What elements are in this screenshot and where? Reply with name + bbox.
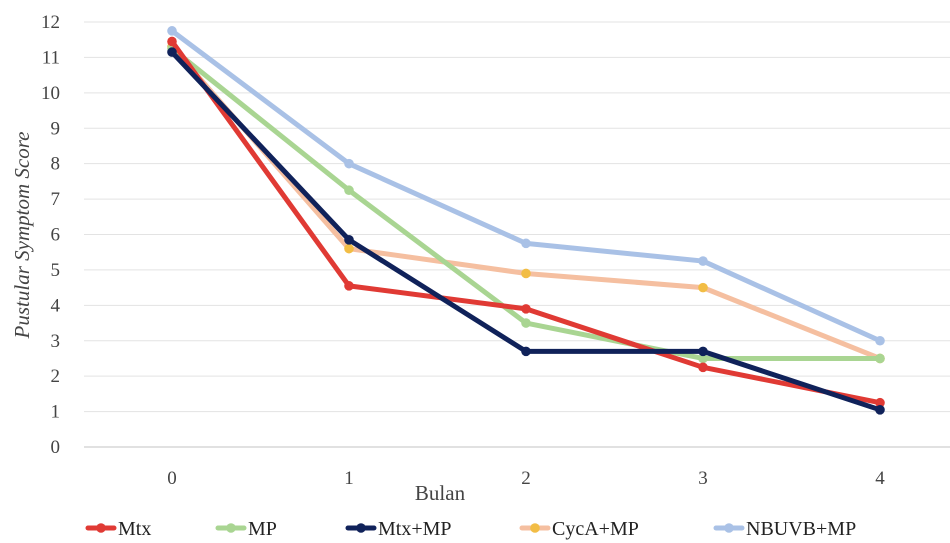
legend-label: NBUVB+MP xyxy=(746,518,856,540)
y-tick-label: 9 xyxy=(51,118,61,139)
gridlines xyxy=(84,21,950,448)
series-nbuvb-mp xyxy=(167,26,885,346)
data-point xyxy=(521,304,531,314)
legend-label: MP xyxy=(248,518,277,540)
data-point xyxy=(875,405,885,415)
data-point xyxy=(521,318,531,328)
legend-item: Mtx+MP xyxy=(345,518,452,540)
data-point xyxy=(698,353,708,364)
series-lines xyxy=(167,26,885,415)
x-axis-ticks: 0 1 2 3 4 xyxy=(167,468,885,489)
data-point xyxy=(521,268,531,279)
y-tick-label: 6 xyxy=(51,225,61,246)
data-point xyxy=(167,26,177,36)
data-point xyxy=(521,238,531,249)
x-axis-title: Bulan xyxy=(415,481,466,505)
data-point xyxy=(167,47,177,57)
y-tick-label: 3 xyxy=(51,331,61,352)
legend-item: NBUVB+MP xyxy=(713,518,856,540)
data-point xyxy=(344,281,354,291)
data-point xyxy=(167,36,177,47)
legend-item: CycA+MP xyxy=(519,518,639,540)
data-point xyxy=(875,335,885,346)
y-tick-label: 8 xyxy=(51,154,61,175)
y-tick-label: 12 xyxy=(41,12,60,33)
legend: Mtx MP Mtx+MP CycA+MP NBUVB+MP xyxy=(85,518,856,540)
data-point xyxy=(698,256,708,266)
legend-label: CycA+MP xyxy=(552,518,639,540)
y-tick-label: 0 xyxy=(51,437,61,458)
data-point xyxy=(698,346,708,357)
x-tick-label: 4 xyxy=(875,468,885,489)
legend-item: Mtx xyxy=(85,518,151,540)
data-point xyxy=(875,397,885,408)
legend-swatch-marker xyxy=(530,523,540,533)
legend-label: Mtx+MP xyxy=(378,518,452,540)
data-point xyxy=(875,353,885,364)
data-point xyxy=(344,243,354,254)
data-point xyxy=(344,158,354,169)
legend-swatch-marker xyxy=(96,523,106,533)
data-point xyxy=(521,346,531,357)
data-point xyxy=(344,235,354,245)
y-axis-title: Pustular Symptom Score xyxy=(10,132,34,340)
x-tick-label: 0 xyxy=(167,468,177,489)
y-tick-label: 11 xyxy=(42,47,60,68)
legend-label: Mtx xyxy=(118,518,151,540)
legend-swatch-marker xyxy=(356,523,366,533)
legend-swatch-marker xyxy=(724,523,734,533)
y-tick-label: 10 xyxy=(41,83,60,104)
y-tick-label: 2 xyxy=(51,366,61,387)
data-point xyxy=(344,185,354,196)
series-mtx xyxy=(167,36,885,408)
y-tick-label: 4 xyxy=(51,295,61,316)
y-tick-label: 1 xyxy=(51,402,61,423)
x-tick-label: 3 xyxy=(698,468,708,489)
y-tick-label: 5 xyxy=(51,260,61,281)
legend-item: MP xyxy=(215,518,277,540)
y-tick-label: 7 xyxy=(51,189,61,210)
legend-swatch-marker xyxy=(226,523,236,533)
x-tick-label: 2 xyxy=(521,468,531,489)
series-mtx-mp xyxy=(167,47,885,415)
data-point xyxy=(698,362,708,373)
series-cyca-mp xyxy=(167,41,885,364)
data-point xyxy=(698,282,708,293)
x-tick-label: 1 xyxy=(344,468,354,489)
